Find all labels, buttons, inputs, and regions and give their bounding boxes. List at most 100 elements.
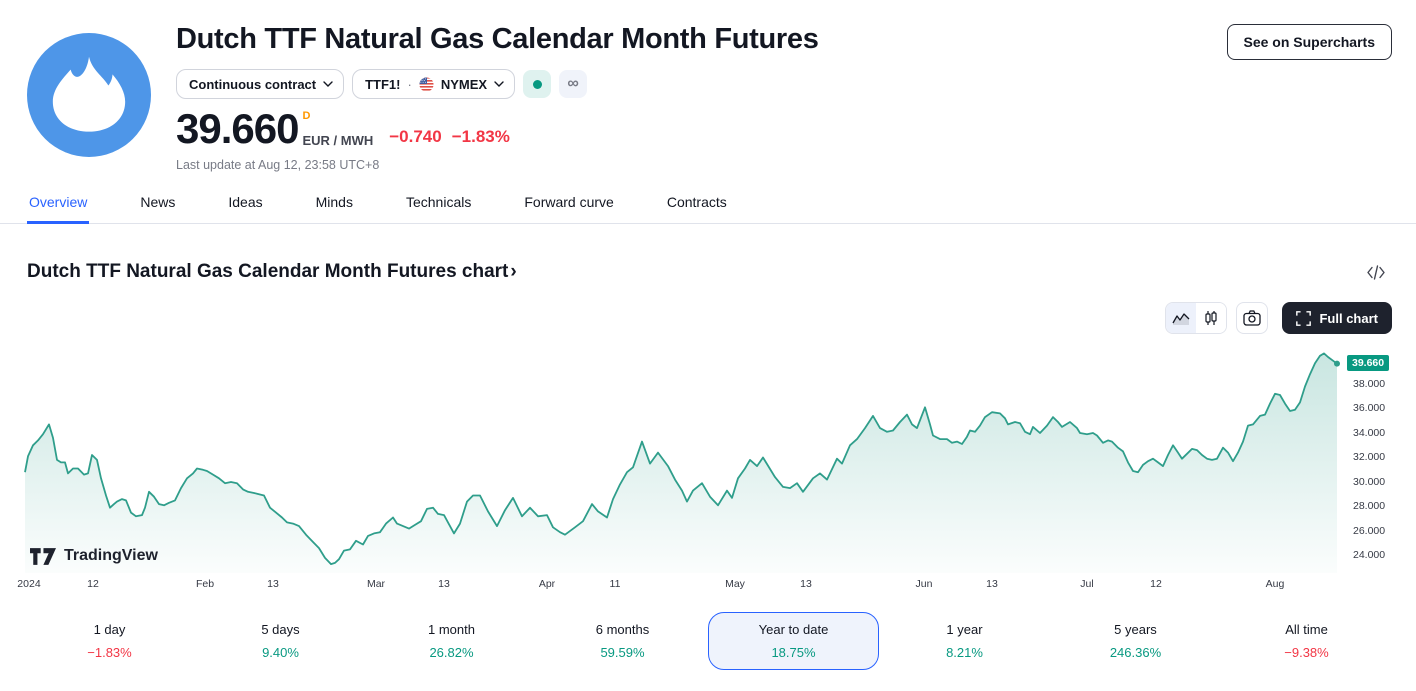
chevron-down-icon (323, 81, 333, 87)
date-range-bar: 1 day −1.83% 5 days 9.40% 1 month 26.82%… (24, 612, 1392, 670)
infinity-icon: ∞ (567, 75, 579, 92)
last-update: Last update at Aug 12, 23:58 UTC+8 (176, 158, 380, 172)
header-main: Dutch TTF Natural Gas Calendar Month Fut… (176, 23, 1227, 172)
range-change: −1.83% (87, 645, 132, 660)
chart-controls: Full chart (0, 302, 1416, 334)
contract-dropdown[interactable]: Continuous contract (176, 69, 345, 99)
price-change-pct: −1.83% (451, 127, 510, 146)
time-axis-label: 11 (609, 578, 621, 590)
code-icon (1367, 264, 1385, 280)
time-axis[interactable]: 2024 12 Feb 13 Mar 13 Apr 11 May 13 Jun 13 Jul 12 Aug (10, 578, 1340, 596)
range-5-days[interactable]: 5 days 9.40% (195, 612, 366, 670)
range-change: 59.59% (600, 645, 645, 660)
symbol-logo (27, 33, 151, 157)
screenshot-button[interactable] (1236, 302, 1269, 334)
flame-icon (27, 33, 151, 157)
price-area-fill (25, 353, 1337, 573)
price-axis-label: 28.000 (1353, 500, 1386, 512)
price-unit: EUR / MWH (302, 133, 374, 148)
range-label: 1 year (946, 622, 983, 637)
candlestick-icon (1205, 311, 1218, 325)
time-axis-label: 13 (438, 578, 450, 590)
time-axis-label: 13 (800, 578, 812, 590)
time-axis-label: 2024 (17, 578, 41, 590)
chart-section-header: Dutch TTF Natural Gas Calendar Month Fut… (0, 261, 1416, 283)
range-change: 9.40% (262, 645, 299, 660)
range-label: Year to date (758, 622, 829, 637)
time-axis-label: 13 (986, 578, 998, 590)
price-change-abs: −0.740 (389, 127, 442, 146)
tradingview-watermark: TradingView (30, 547, 158, 565)
contract-dropdown-label: Continuous contract (189, 76, 317, 92)
see-on-supercharts-button[interactable]: See on Supercharts (1226, 24, 1392, 60)
symbol-ticker: TTF1! (365, 76, 401, 92)
full-chart-label: Full chart (1319, 310, 1378, 326)
chevron-down-icon (494, 81, 504, 87)
chart-heading-link[interactable]: Dutch TTF Natural Gas Calendar Month Fut… (27, 261, 517, 283)
price-axis-label: 34.000 (1353, 426, 1386, 439)
price-axis[interactable]: 38.000 36.000 34.000 32.000 30.000 28.000 26.0… (1340, 345, 1416, 575)
last-price-marker (1334, 360, 1340, 367)
chart-type-switch (1165, 302, 1228, 334)
time-axis-label: Feb (195, 578, 215, 590)
range-change: −9.38% (1284, 645, 1329, 660)
us-flag-icon (419, 76, 434, 92)
symbol-dropdown[interactable]: TTF1! · (352, 69, 516, 99)
page-header: Dutch TTF Natural Gas Calendar Month Fut… (0, 0, 1416, 172)
price-axis-label: 30.000 (1353, 475, 1386, 488)
camera-icon (1243, 310, 1262, 326)
time-axis-label: Aug (1265, 578, 1285, 590)
price-axis-label: 26.000 (1353, 524, 1386, 537)
symbol-separator: · (407, 76, 412, 92)
price-chart: TradingView 38.000 36.000 34.000 32.000 30.0… (10, 345, 1416, 597)
price-change: −0.740 −1.83% (389, 127, 510, 147)
range-5-years[interactable]: 5 years 246.36% (1050, 612, 1221, 670)
tab-news[interactable]: News (138, 186, 177, 224)
range-year-to-date[interactable]: Year to date 18.75% (708, 612, 879, 670)
area-chart-icon (1172, 313, 1190, 325)
session-flag: D (302, 110, 311, 122)
range-all-time[interactable]: All time −9.38% (1221, 612, 1392, 670)
symbol-exchange: NYMEX (440, 76, 488, 92)
price-line (24, 352, 1338, 565)
range-1-month[interactable]: 1 month 26.82% (366, 612, 537, 670)
range-label: 1 month (428, 622, 475, 637)
tab-technicals[interactable]: Technicals (404, 186, 473, 224)
area-chart (24, 352, 1340, 573)
range-1-day[interactable]: 1 day −1.83% (24, 612, 195, 670)
range-label: 1 day (93, 622, 126, 637)
market-open-dot-icon (532, 79, 542, 89)
range-1-year[interactable]: 1 year 8.21% (879, 612, 1050, 670)
tab-overview[interactable]: Overview (27, 186, 90, 224)
chart-heading-text: Dutch TTF Natural Gas Calendar Month Fut… (27, 261, 509, 282)
area-chart-type-button[interactable] (1166, 303, 1197, 333)
tab-minds[interactable]: Minds (314, 186, 355, 224)
time-axis-label: May (725, 578, 745, 590)
continuous-contract-button[interactable]: ∞ (559, 70, 588, 98)
tab-contracts[interactable]: Contracts (665, 186, 729, 224)
range-label: 5 days (261, 622, 300, 637)
chevron-right-icon: › (510, 261, 517, 282)
range-change: 8.21% (946, 645, 983, 660)
section-tabs: Overview News Ideas Minds Technicals For… (0, 186, 1416, 224)
tab-forward-curve[interactable]: Forward curve (522, 186, 615, 224)
market-status-button[interactable] (523, 70, 552, 98)
embed-code-button[interactable] (1364, 263, 1388, 282)
candles-chart-type-button[interactable] (1196, 303, 1227, 333)
tab-ideas[interactable]: Ideas (226, 186, 264, 224)
chart-plot-area[interactable]: TradingView (10, 345, 1340, 575)
range-6-months[interactable]: 6 months 59.59% (537, 612, 708, 670)
tradingview-watermark-text: TradingView (64, 547, 158, 564)
full-chart-button[interactable]: Full chart (1282, 302, 1392, 334)
range-label: 5 years (1114, 622, 1157, 637)
time-axis-label: Jul (1080, 578, 1094, 590)
price-meta: D EUR / MWH (302, 110, 374, 148)
price-axis-label: 36.000 (1353, 402, 1386, 414)
range-change: 26.82% (429, 645, 474, 660)
range-change: 18.75% (771, 645, 816, 660)
fullscreen-icon (1296, 310, 1312, 326)
time-axis-label: Mar (366, 578, 386, 590)
last-price: 39.660 (176, 105, 299, 153)
range-label: 6 months (595, 622, 650, 637)
time-axis-label: Jun (915, 578, 933, 590)
